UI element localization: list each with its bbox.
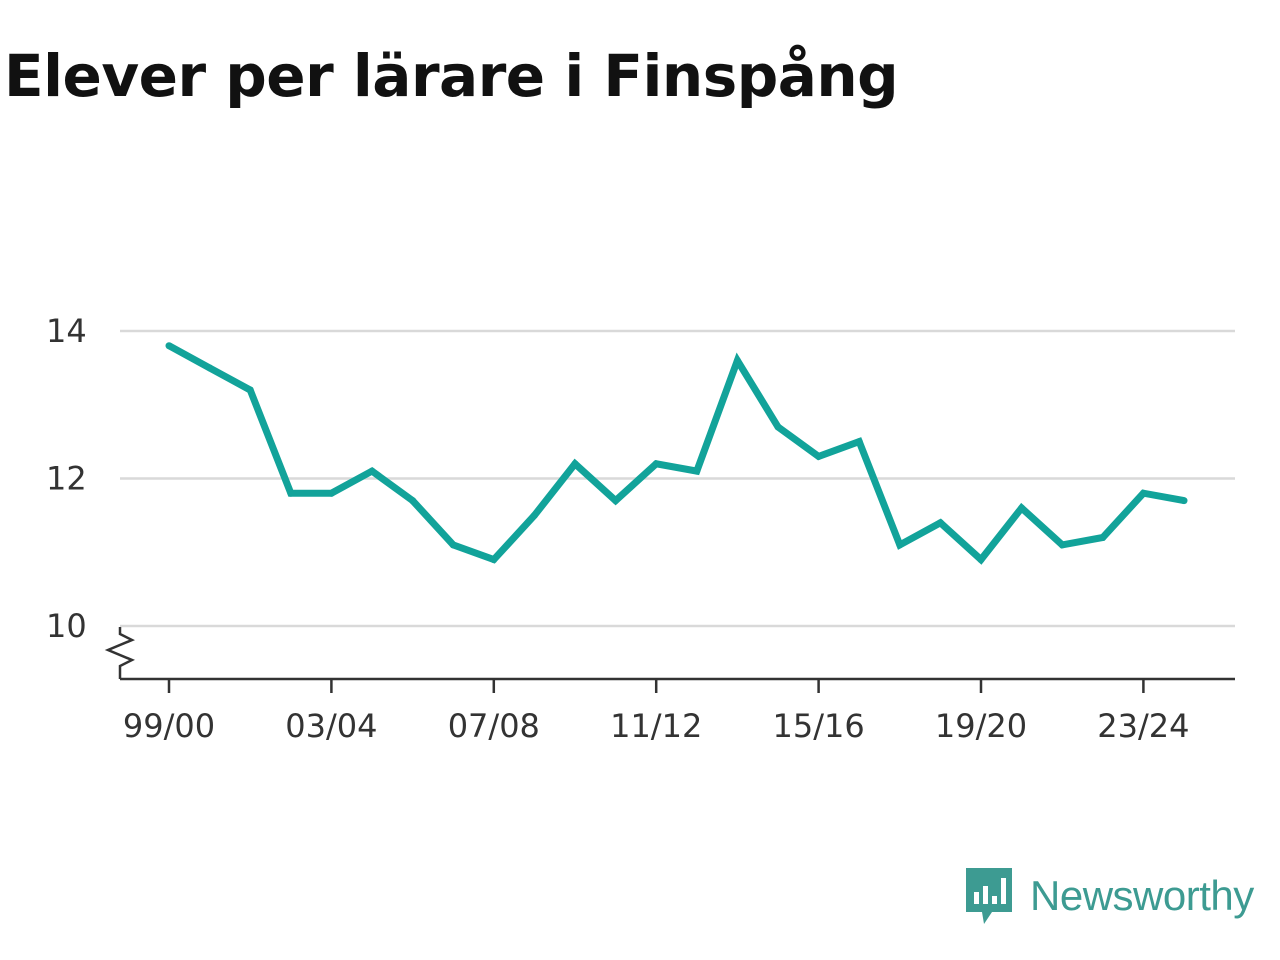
data-point-03-04: [327, 489, 335, 497]
series-line: [167, 342, 1185, 565]
chat-bubble-bar-chart-icon: [966, 868, 1012, 924]
gridlines: [120, 329, 1235, 628]
y-tick-label-14: 14: [46, 312, 87, 350]
x-tick-label: 99/00: [123, 707, 215, 745]
data-point-10-11: [612, 497, 620, 505]
x-tick-label: 19/20: [935, 707, 1027, 745]
y-axis-break-icon: [104, 627, 136, 679]
data-point-09-10: [571, 460, 579, 468]
data-point-01-02: [246, 386, 254, 394]
data-point-18-19: [936, 519, 944, 527]
data-point-22-23: [1099, 534, 1107, 541]
data-point-05-06: [409, 497, 417, 505]
y-tick-label-12: 12: [46, 460, 87, 498]
y-axis-ticks: 10 12 14: [46, 312, 87, 645]
data-point-04-05: [368, 467, 376, 475]
data-point-15-16: [815, 452, 823, 460]
data-point-20-21: [1018, 504, 1026, 512]
x-axis-ticks: 99/00 03/04 07/08 11/12 15/16 19/20 23/2…: [123, 679, 1190, 745]
data-point-02-03: [287, 489, 295, 497]
data-point-19-20: [977, 556, 985, 564]
data-point-16-17: [855, 438, 863, 446]
x-axis: [104, 627, 1235, 681]
data-point-00-01: [206, 364, 214, 372]
data-point-06-07: [449, 541, 457, 549]
data-point-21-22: [1058, 541, 1066, 549]
brand-name: Newsworthy: [1030, 872, 1254, 919]
data-point-11-12: [652, 460, 660, 468]
data-point-12-13: [693, 467, 701, 475]
data-point-08-09: [530, 511, 538, 519]
data-points: [165, 342, 1188, 564]
data-point-07-08: [490, 556, 498, 564]
x-tick-label: 15/16: [772, 707, 864, 745]
data-point-13-14: [733, 357, 741, 364]
data-point-14-15: [774, 423, 782, 431]
chart-title: Elever per lärare i Finspång: [4, 42, 899, 110]
x-tick-label: 11/12: [610, 707, 702, 745]
data-point-24-25: [1180, 497, 1188, 505]
brand-logo: Newsworthy: [964, 866, 1254, 926]
data-point-23-24: [1139, 489, 1147, 497]
data-point-17-18: [896, 541, 904, 549]
x-tick-label: 23/24: [1097, 707, 1189, 745]
y-tick-label-10: 10: [46, 607, 87, 645]
x-tick-label: 03/04: [285, 707, 377, 745]
x-tick-label: 07/08: [448, 707, 540, 745]
data-point-99-00: [165, 342, 173, 350]
